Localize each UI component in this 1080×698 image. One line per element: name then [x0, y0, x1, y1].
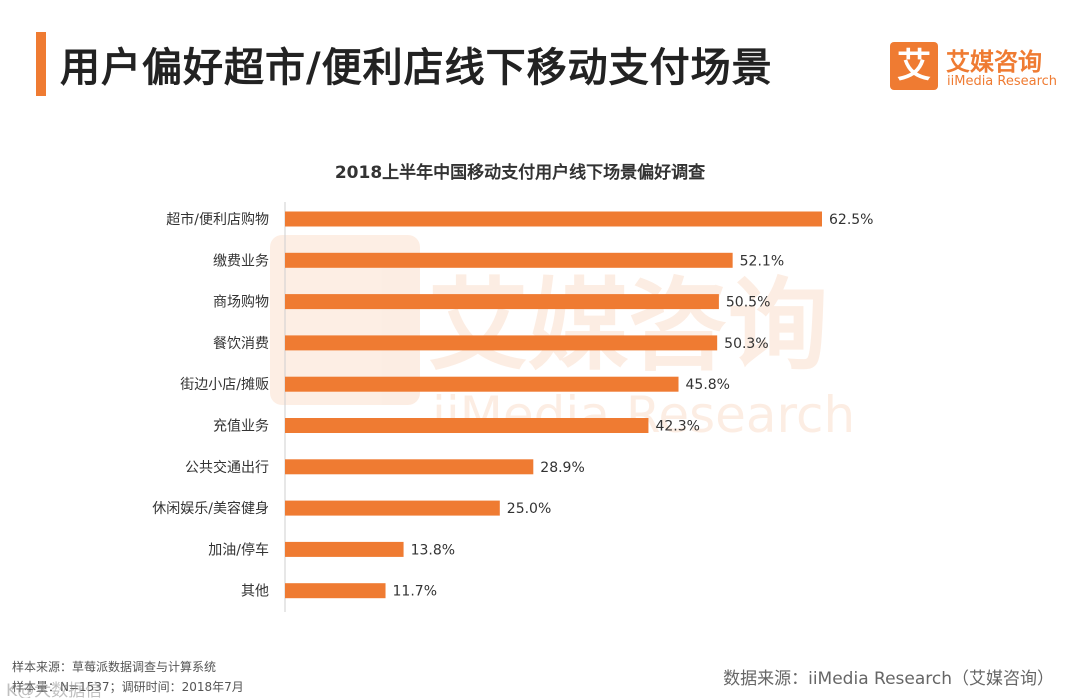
data-label: 11.7% — [393, 584, 437, 600]
bar — [285, 459, 534, 475]
data-source-text: 数据来源：iiMedia Research（艾媒咨询） — [723, 669, 1054, 689]
category-label: 餐饮消费 — [213, 336, 269, 352]
category-label: 加油/停车 — [208, 541, 269, 558]
bar — [285, 418, 649, 433]
bar — [285, 335, 718, 351]
sample-size-text: 样本量：N=1537；调研时间：2018年7月 — [12, 680, 244, 694]
logo-name-cn: 艾媒咨询 — [946, 48, 1042, 76]
category-label: 休闲娱乐/美容健身 — [152, 500, 269, 517]
category-label: 街边小店/摊贩 — [180, 377, 269, 393]
logo-mark-icon: 艾 — [890, 42, 938, 90]
data-label: 62.5% — [829, 212, 873, 228]
sample-source-text: 样本来源：草莓派数据调查与计算系统 — [12, 660, 217, 674]
category-label: 其他 — [241, 584, 269, 600]
title-accent-bar — [36, 32, 46, 96]
bar — [285, 252, 733, 268]
category-label: 公共交通出行 — [185, 459, 269, 476]
data-label: 28.9% — [540, 460, 584, 476]
data-label: 42.3% — [655, 419, 699, 435]
data-label: 25.0% — [507, 501, 551, 517]
logo: 艾 艾媒咨询 iiMedia Research — [890, 42, 1065, 94]
data-label: 50.3% — [724, 336, 768, 352]
bar — [285, 500, 500, 516]
logo-name-en: iiMedia Research — [947, 74, 1058, 89]
data-label: 13.8% — [411, 542, 455, 558]
corner-watermark: K@大数据信 — [6, 681, 103, 698]
category-label: 超市/便利店购物 — [166, 211, 269, 228]
category-label: 充值业务 — [213, 419, 269, 435]
bar — [285, 211, 822, 227]
bar — [285, 583, 386, 599]
chart-title: 2018上半年中国移动支付用户线下场景偏好调查 — [334, 163, 706, 183]
data-label: 52.1% — [740, 253, 784, 269]
sample-info-block: 样本来源：草莓派数据调查与计算系统 样本量：N=1537；调研时间：2018年7… — [12, 657, 244, 697]
bar — [285, 376, 679, 392]
page-title: 用户偏好超市/便利店线下移动支付场景 — [60, 45, 773, 91]
bar — [285, 541, 404, 557]
data-label: 50.5% — [726, 295, 770, 311]
data-label: 45.8% — [686, 377, 730, 393]
category-label: 缴费业务 — [213, 253, 269, 269]
bar — [285, 294, 719, 310]
category-label: 商场购物 — [213, 295, 269, 311]
